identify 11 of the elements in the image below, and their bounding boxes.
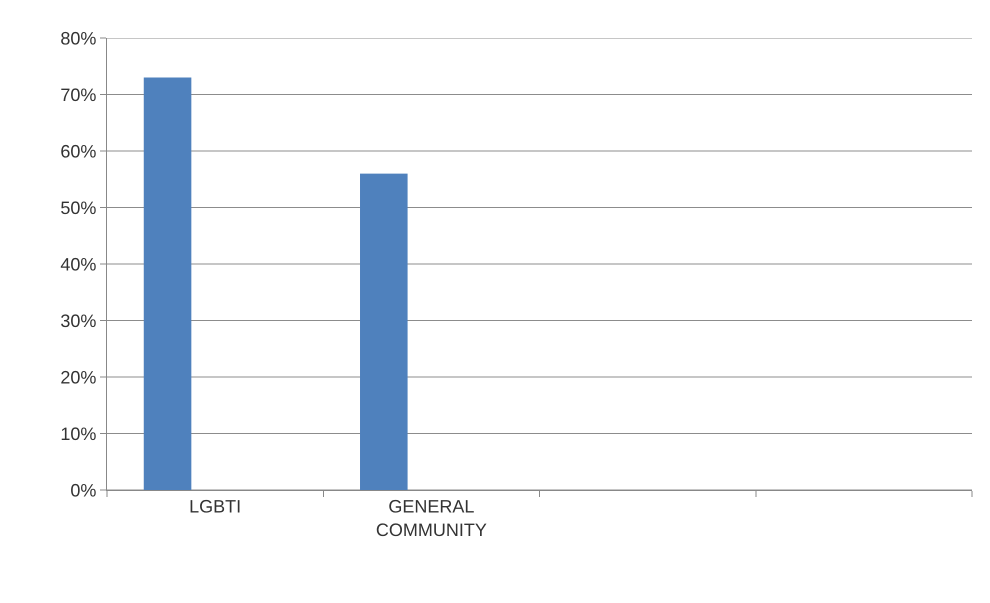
y-tick-label: 10% xyxy=(60,424,96,444)
x-tick-label: LGBTI xyxy=(189,496,242,517)
y-tick-label: 30% xyxy=(60,310,96,331)
y-tick-label: 50% xyxy=(60,198,96,218)
y-tick-label: 20% xyxy=(60,367,96,388)
y-tick-label: 70% xyxy=(60,84,96,105)
y-tick-label: 60% xyxy=(60,141,96,162)
y-tick-label: 0% xyxy=(70,480,96,500)
x-tick-label: GENERAL COMMUNITY xyxy=(376,496,487,540)
y-tick-label: 40% xyxy=(60,254,96,274)
y-tick-label: 80% xyxy=(60,28,96,48)
